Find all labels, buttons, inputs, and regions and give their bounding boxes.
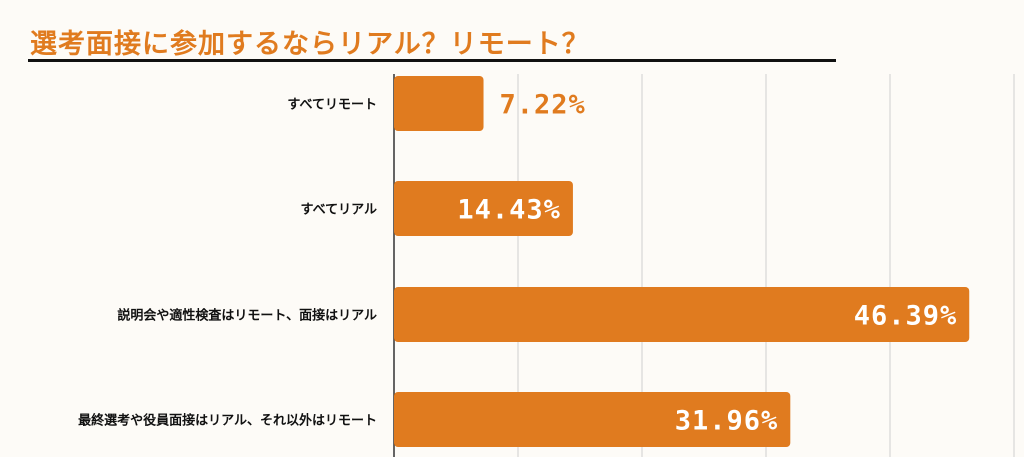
title-underline: [28, 59, 836, 62]
chart-title: 選考面接に参加するならリアル？リモート？: [30, 29, 590, 60]
bar: [394, 287, 970, 342]
category-label: すべてリアル: [301, 203, 377, 218]
bar-value-label: 31.96%: [675, 406, 779, 437]
category-label: 説明会や適性検査はリモート、面接はリアル: [117, 308, 377, 324]
bar: [394, 181, 573, 236]
bar-value-label: 46.39%: [854, 301, 958, 332]
bar-value-label: 7.22%: [500, 90, 586, 121]
bar-value-label: 14.43%: [457, 195, 561, 226]
category-label: 最終選考や役員面接はリアル、それ以外はリモート: [78, 413, 377, 429]
category-label: すべてリモート: [287, 98, 377, 113]
bar: [394, 76, 484, 131]
bar: [394, 392, 791, 447]
